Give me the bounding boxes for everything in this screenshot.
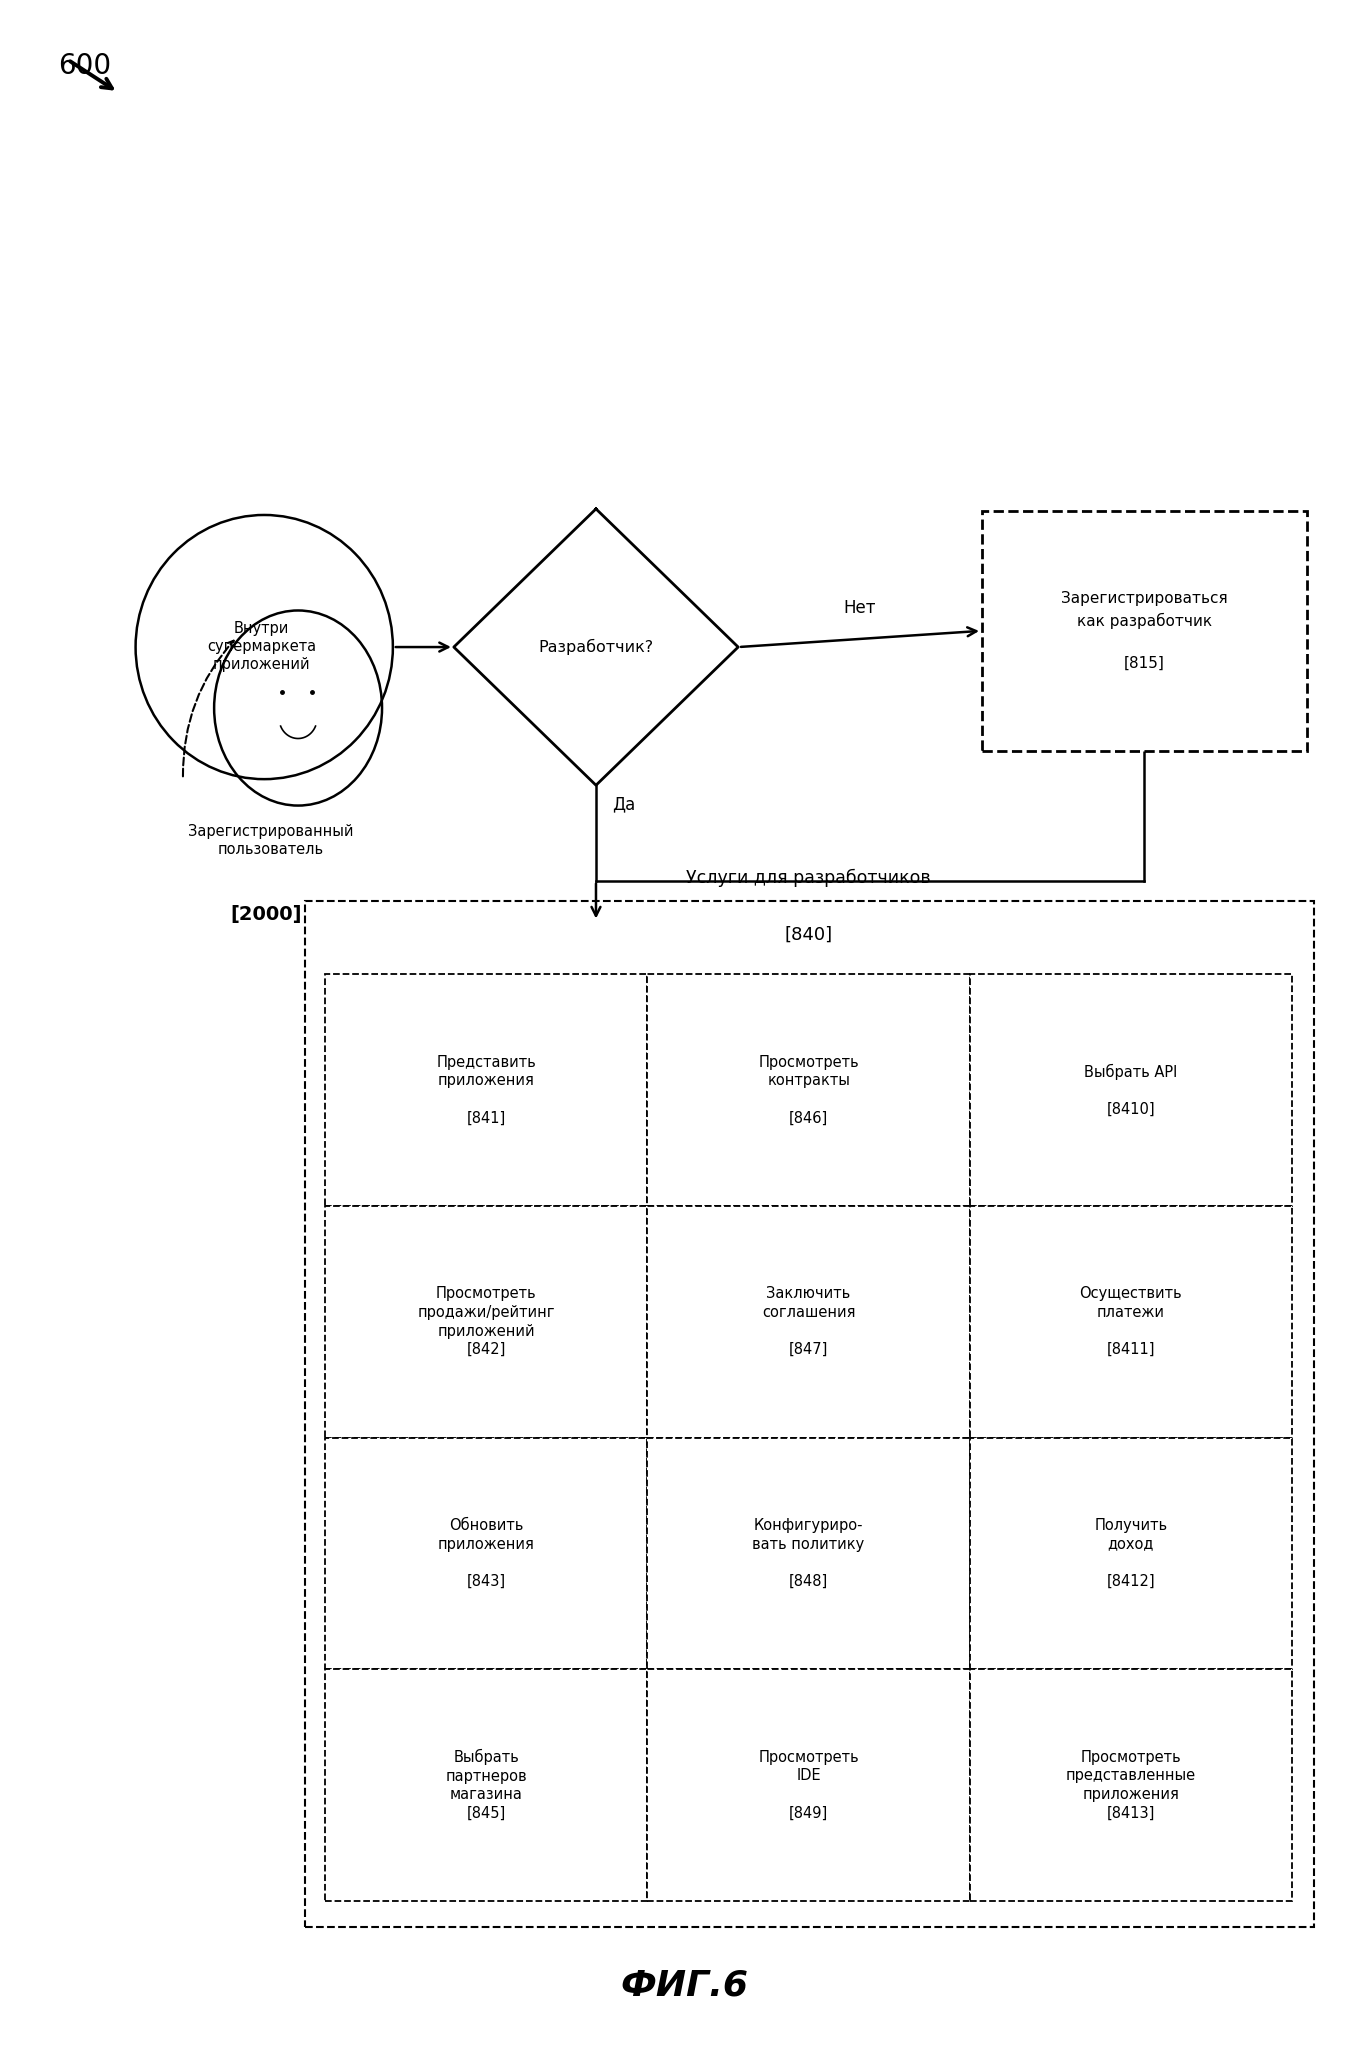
Text: Услуги для разработчиков: Услуги для разработчиков [687, 870, 930, 886]
Text: Зарегистрированный
пользователь: Зарегистрированный пользователь [189, 825, 354, 857]
Text: ФИГ.6: ФИГ.6 [620, 1968, 748, 2003]
Text: Да: Да [613, 796, 636, 814]
FancyBboxPatch shape [970, 1438, 1291, 1670]
Text: Осуществить
платежи

[8411]: Осуществить платежи [8411] [1079, 1287, 1182, 1356]
FancyBboxPatch shape [326, 1205, 647, 1438]
Text: Просмотреть
представленные
приложения
[8413]: Просмотреть представленные приложения [8… [1066, 1749, 1196, 1821]
FancyBboxPatch shape [982, 512, 1306, 751]
FancyBboxPatch shape [326, 1670, 647, 1901]
FancyBboxPatch shape [647, 974, 970, 1205]
Text: Обновить
приложения

[843]: Обновить приложения [843] [438, 1518, 535, 1590]
FancyBboxPatch shape [970, 974, 1291, 1205]
FancyBboxPatch shape [326, 1438, 647, 1670]
FancyBboxPatch shape [647, 1438, 970, 1670]
Text: Внутри
супермаркета
приложений: Внутри супермаркета приложений [207, 620, 316, 671]
Text: Получить
доход

[8412]: Получить доход [8412] [1094, 1518, 1167, 1590]
FancyBboxPatch shape [970, 1205, 1291, 1438]
Text: Зарегистрироваться
как разработчик

[815]: Зарегистрироваться как разработчик [815] [1062, 591, 1227, 671]
Text: Выбрать
партнеров
магазина
[845]: Выбрать партнеров магазина [845] [446, 1749, 527, 1821]
Text: Просмотреть
контракты

[846]: Просмотреть контракты [846] [758, 1054, 859, 1125]
Text: Просмотреть
продажи/рейтинг
приложений
[842]: Просмотреть продажи/рейтинг приложений [… [417, 1287, 555, 1356]
Text: 600: 600 [59, 51, 112, 80]
FancyBboxPatch shape [647, 1670, 970, 1901]
Text: Просмотреть
IDE

[849]: Просмотреть IDE [849] [758, 1749, 859, 1821]
FancyBboxPatch shape [326, 974, 647, 1205]
FancyBboxPatch shape [305, 900, 1313, 1927]
Text: Разработчик?: Разработчик? [539, 638, 654, 655]
Text: Выбрать API

[8410]: Выбрать API [8410] [1085, 1064, 1178, 1117]
Text: Конфигуриро-
вать политику

[848]: Конфигуриро- вать политику [848] [752, 1518, 865, 1590]
FancyBboxPatch shape [970, 1670, 1291, 1901]
Text: Представить
приложения

[841]: Представить приложения [841] [436, 1054, 536, 1125]
Text: Заключить
соглашения

[847]: Заключить соглашения [847] [762, 1287, 855, 1356]
Text: Нет: Нет [844, 599, 877, 616]
FancyBboxPatch shape [647, 1205, 970, 1438]
Text: [840]: [840] [784, 925, 833, 943]
Text: [2000]: [2000] [230, 904, 302, 925]
